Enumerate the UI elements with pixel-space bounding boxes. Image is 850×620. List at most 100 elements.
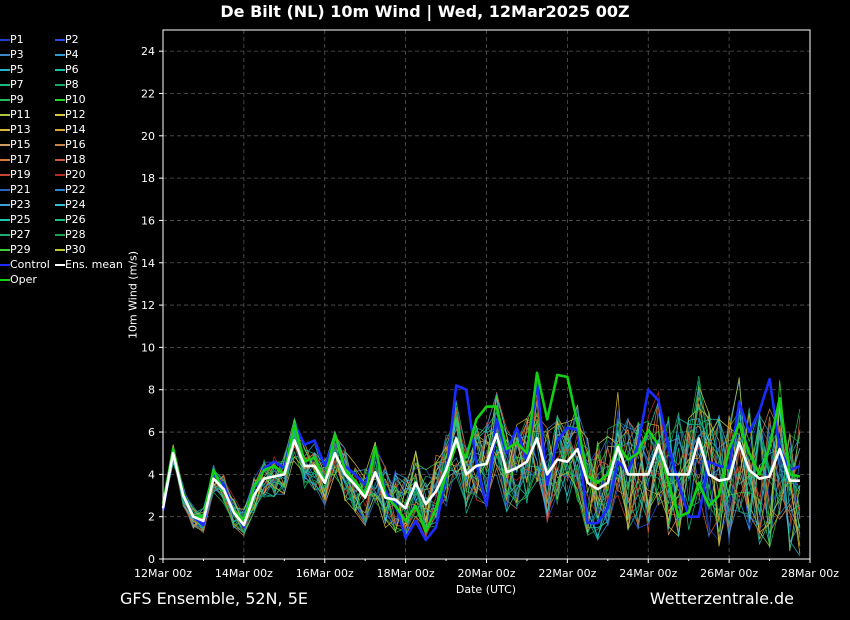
legend-swatch (55, 264, 65, 266)
legend-label: P1 (10, 33, 24, 46)
legend-label: P13 (10, 123, 31, 136)
legend-label: P11 (10, 108, 31, 121)
legend-label: P16 (65, 138, 86, 151)
legend-swatch (55, 54, 65, 56)
legend-swatch (55, 114, 65, 116)
ensemble-member-line (162, 406, 801, 533)
legend-label: P4 (65, 48, 79, 61)
y-tick-label: 10 (141, 341, 155, 354)
legend-swatch (0, 144, 10, 146)
x-tick-label: 16Mar 00z (296, 567, 354, 580)
legend-label: P10 (65, 93, 86, 106)
legend-swatch (55, 99, 65, 101)
legend-swatch (55, 39, 65, 41)
oper-line (161, 371, 801, 533)
legend-label: Control (10, 258, 50, 271)
legend-label: P18 (65, 153, 86, 166)
source-footer: Wetterzentrale.de (649, 589, 794, 608)
legend-swatch (55, 159, 65, 161)
legend-swatch (55, 249, 65, 251)
model-footer: GFS Ensemble, 52N, 5E (120, 589, 308, 608)
ensemble-member-line (162, 375, 801, 533)
legend-label: P14 (65, 123, 86, 136)
legend-swatch (55, 144, 65, 146)
x-axis-label: Date (UTC) (455, 583, 517, 596)
legend-swatch (0, 219, 10, 221)
x-tick-label: 22Mar 00z (538, 567, 596, 580)
ensemble-member-line (162, 385, 801, 548)
legend-swatch (0, 279, 10, 281)
legend-swatch (55, 219, 65, 221)
legend-swatch (55, 129, 65, 131)
legend-swatch (55, 204, 65, 206)
legend-swatch (55, 234, 65, 236)
legend-swatch (0, 264, 10, 266)
y-tick-label: 12 (141, 299, 155, 312)
legend-swatch (0, 99, 10, 101)
chart-title: De Bilt (NL) 10m Wind | Wed, 12Mar2025 0… (220, 2, 630, 21)
x-tick-label: 20Mar 00z (457, 567, 515, 580)
x-tick-label: 18Mar 00z (377, 567, 435, 580)
legend-label: P26 (65, 213, 86, 226)
legend-label: P30 (65, 243, 86, 256)
legend-label: Ens. mean (65, 258, 123, 271)
y-tick-label: 4 (148, 468, 155, 481)
plot-frame (162, 29, 811, 560)
x-tick-label: 26Mar 00z (700, 567, 758, 580)
x-tick-label: 12Mar 00z (134, 567, 192, 580)
legend-swatch (0, 54, 10, 56)
legend-label: P5 (10, 63, 24, 76)
ensemble-member-line (162, 400, 801, 549)
legend-swatch (0, 129, 10, 131)
legend-label: P25 (10, 213, 31, 226)
legend-label: P7 (10, 78, 24, 91)
ensemble-member-line (162, 380, 801, 546)
legend-swatch (0, 84, 10, 86)
legend-swatch (55, 69, 65, 71)
legend-label: P17 (10, 153, 31, 166)
legend-label: P23 (10, 198, 31, 211)
legend-swatch (0, 114, 10, 116)
legend-label: P3 (10, 48, 24, 61)
ensemble-member-line (162, 407, 801, 536)
y-tick-label: 14 (141, 257, 155, 270)
legend-label: P15 (10, 138, 31, 151)
legend-label: Oper (10, 273, 37, 286)
x-tick-label: 28Mar 00z (781, 567, 839, 580)
y-tick-label: 16 (141, 214, 155, 227)
legend-label: P21 (10, 183, 31, 196)
legend-label: P9 (10, 93, 24, 106)
legend-swatch (0, 39, 10, 41)
y-tick-label: 20 (141, 130, 155, 143)
legend-swatch (0, 249, 10, 251)
ens-mean-line (161, 432, 800, 527)
legend-label: P19 (10, 168, 31, 181)
legend-label: P24 (65, 198, 86, 211)
legend-label: P8 (65, 78, 79, 91)
legend-swatch (55, 174, 65, 176)
legend-label: P12 (65, 108, 86, 121)
x-tick-label: 24Mar 00z (619, 567, 677, 580)
legend-label: P27 (10, 228, 31, 241)
y-tick-label: 0 (148, 553, 155, 566)
x-tick-label: 14Mar 00z (215, 567, 273, 580)
y-tick-label: 6 (148, 426, 155, 439)
y-tick-label: 2 (148, 511, 155, 524)
legend-swatch (0, 189, 10, 191)
legend-swatch (0, 69, 10, 71)
legend-swatch (55, 189, 65, 191)
legend-swatch (55, 84, 65, 86)
legend-label: P28 (65, 228, 86, 241)
legend-label: P29 (10, 243, 31, 256)
legend-swatch (0, 159, 10, 161)
legend-label: P6 (65, 63, 79, 76)
y-axis-label: 10m Wind (m/s) (126, 250, 140, 340)
legend-swatch (0, 174, 10, 176)
y-tick-label: 8 (148, 384, 155, 397)
legend-swatch (0, 234, 10, 236)
legend-label: P22 (65, 183, 86, 196)
legend-label: P2 (65, 33, 79, 46)
legend-label: P20 (65, 168, 86, 181)
ensemble-member-line (162, 399, 801, 538)
